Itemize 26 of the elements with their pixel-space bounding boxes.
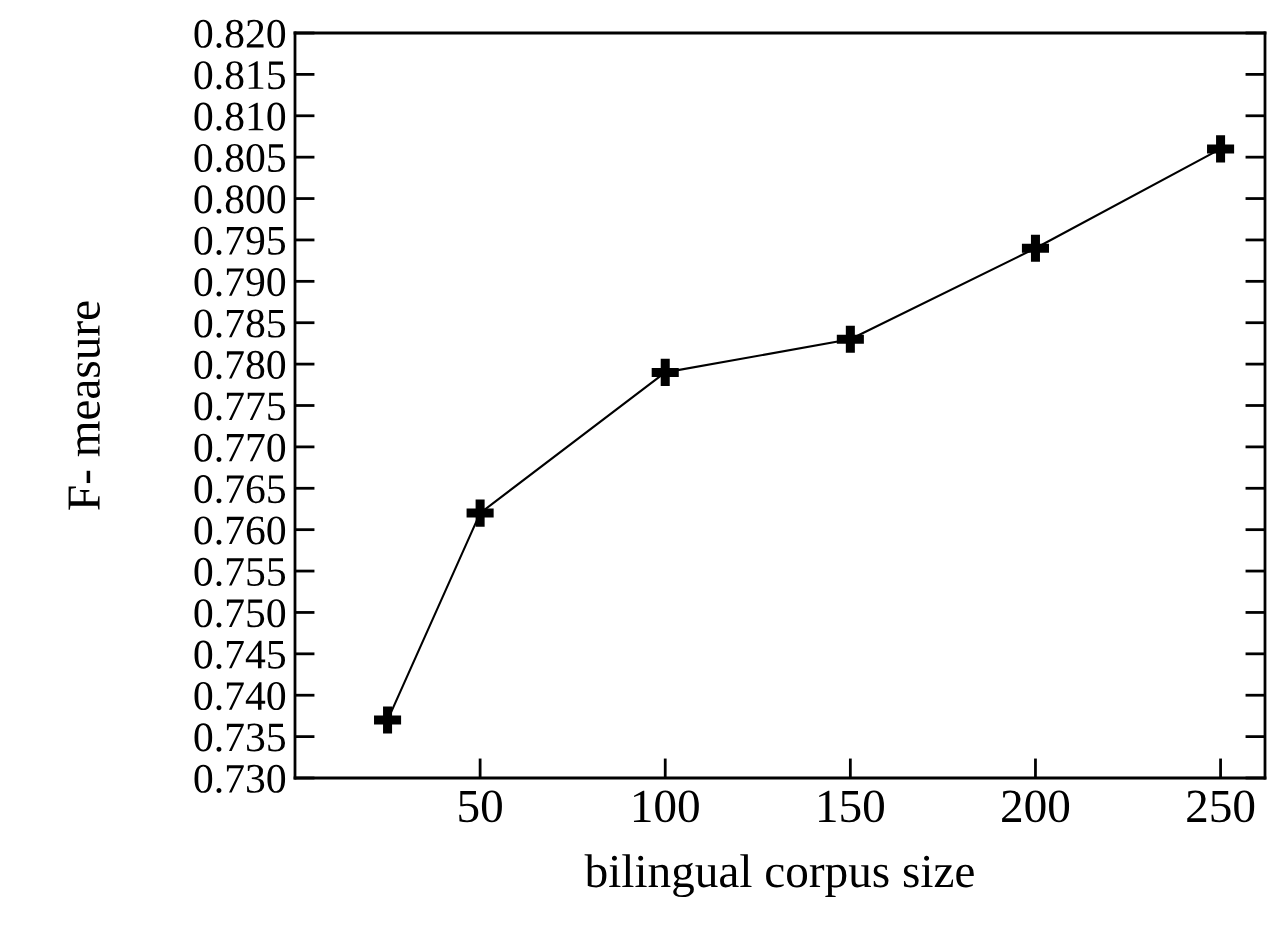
y-tick-label: 0.820 xyxy=(194,19,286,49)
y-tick-label: 0.730 xyxy=(194,764,286,794)
y-tick-label: 0.750 xyxy=(194,599,286,628)
y-tick-label: 0.775 xyxy=(194,392,286,421)
y-tick-label: 0.780 xyxy=(194,350,286,380)
y-tick-label: 0.805 xyxy=(194,143,286,173)
y-tick-label: 0.760 xyxy=(194,516,286,545)
x-tick-label: 50 xyxy=(459,790,502,823)
y-tick-label: 0.810 xyxy=(194,102,286,131)
y-tick-label: 0.800 xyxy=(194,185,286,214)
x-tick-label: 150 xyxy=(819,790,884,823)
x-axis-title: bilingual corpus size xyxy=(584,854,974,898)
y-tick-label: 0.785 xyxy=(194,309,286,338)
y-tick-label: 0.735 xyxy=(194,723,286,752)
y-tick-label: 0.795 xyxy=(194,226,286,255)
y-tick-label: 0.765 xyxy=(194,475,286,504)
y-tick-label: 0.770 xyxy=(194,433,286,462)
x-tick-label: 100 xyxy=(633,790,699,823)
x-tick-label: 200 xyxy=(1002,790,1070,823)
y-axis-title: F- measure xyxy=(68,301,100,510)
y-tick-label: 0.815 xyxy=(194,61,286,90)
y-tick-label: 0.790 xyxy=(194,268,286,297)
y-tick-label: 0.745 xyxy=(194,640,286,669)
y-tick-label: 0.740 xyxy=(194,681,286,711)
x-tick-label: 250 xyxy=(1187,790,1255,823)
y-tick-label: 0.755 xyxy=(194,557,286,587)
